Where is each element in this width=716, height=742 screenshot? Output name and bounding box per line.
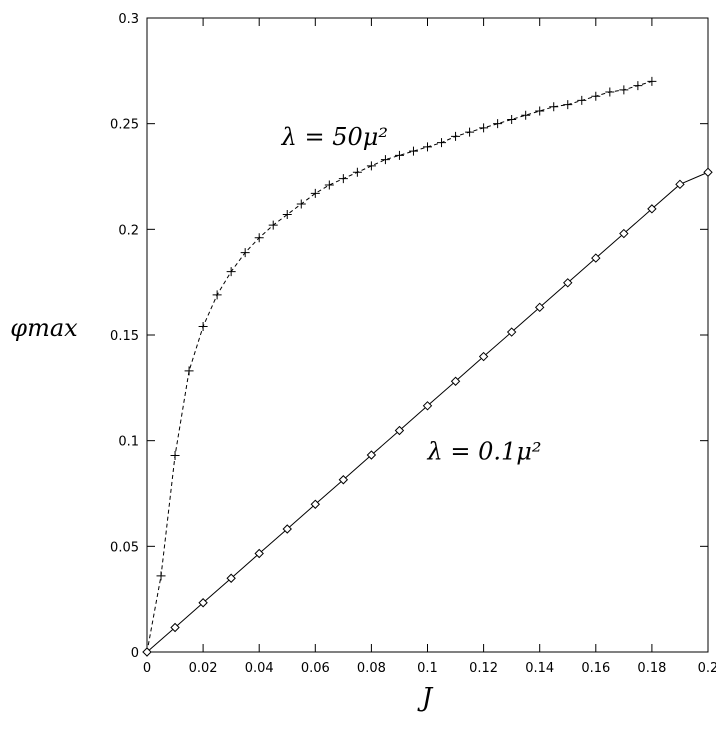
y-tick-label: 0.05 xyxy=(110,540,139,555)
series-point-plus xyxy=(437,138,447,148)
series-point-diamond xyxy=(338,475,349,485)
x-tick-label: 0.08 xyxy=(357,661,386,676)
series-point-diamond xyxy=(563,278,573,288)
series-line-0 xyxy=(146,80,653,653)
x-tick-label: 0 xyxy=(143,661,151,676)
x-tick-label: 0.02 xyxy=(189,661,218,676)
series-point-plus xyxy=(282,210,292,220)
series-point-diamond xyxy=(591,253,601,263)
series-point-plus xyxy=(535,106,545,116)
series-point-diamond xyxy=(506,327,517,337)
plot-frame xyxy=(146,17,709,653)
series-point-plus xyxy=(324,180,334,190)
y-tick-label: 0.15 xyxy=(110,329,139,344)
y-tick-label: 0 xyxy=(131,646,139,661)
series-point-diamond xyxy=(170,622,180,633)
x-tick-label: 0.16 xyxy=(581,661,610,676)
series-point-plus xyxy=(212,290,222,300)
series-point-diamond xyxy=(450,376,461,386)
series-point-plus xyxy=(366,161,376,171)
series-point-plus xyxy=(198,322,208,332)
series-point-plus xyxy=(493,119,503,129)
y-tick-label: 0.1 xyxy=(118,435,139,450)
annotation-lambda-0-1: λ = 0.1μ² xyxy=(427,438,542,466)
series-point-plus xyxy=(521,110,531,120)
series-point-plus xyxy=(226,267,236,277)
y-tick-label: 0.3 xyxy=(118,12,139,27)
series-point-plus xyxy=(170,450,180,460)
annotation-lambda-50: λ = 50μ² xyxy=(281,123,388,151)
series-point-diamond xyxy=(422,401,433,411)
series-point-plus xyxy=(268,220,278,230)
series-point-plus xyxy=(338,174,348,184)
series-point-plus xyxy=(465,127,475,137)
series-point-diamond xyxy=(647,204,657,214)
series-point-diamond xyxy=(675,179,685,190)
series-point-plus xyxy=(352,167,362,177)
series-point-plus xyxy=(254,233,264,243)
x-tick-label: 0.14 xyxy=(525,661,554,676)
series-point-plus xyxy=(619,85,629,95)
series-point-diamond xyxy=(478,351,489,362)
y-tick-label: 0.25 xyxy=(110,118,139,133)
series-point-plus xyxy=(633,81,643,91)
series-point-diamond xyxy=(142,647,152,657)
series-point-diamond xyxy=(310,499,321,509)
x-tick-label: 0.2 xyxy=(698,661,716,676)
series-point-plus xyxy=(310,188,320,198)
series-point-diamond xyxy=(282,524,292,534)
series-point-diamond xyxy=(703,167,713,177)
series-point-plus xyxy=(296,199,306,209)
y-axis-label: φmax xyxy=(10,314,78,342)
series-point-diamond xyxy=(534,302,545,313)
series-point-diamond xyxy=(366,450,377,460)
series-point-plus xyxy=(380,155,390,165)
series-point-plus xyxy=(605,87,615,97)
series-point-plus xyxy=(591,91,601,101)
series-point-diamond xyxy=(619,228,629,239)
x-tick-label: 0.12 xyxy=(469,661,498,676)
y-tick-label: 0.2 xyxy=(118,223,139,238)
series-point-plus xyxy=(577,95,587,105)
series-point-plus xyxy=(451,131,461,141)
series-point-diamond xyxy=(254,548,264,559)
x-tick-label: 0.04 xyxy=(245,661,274,676)
series-point-plus xyxy=(408,146,418,156)
series-point-diamond xyxy=(394,425,405,436)
series-point-plus xyxy=(647,76,657,86)
x-tick-label: 0.1 xyxy=(417,661,438,676)
series-point-plus xyxy=(549,102,559,112)
series-point-diamond xyxy=(226,573,236,583)
x-tick-label: 0.06 xyxy=(301,661,330,676)
x-axis-label: J xyxy=(417,683,434,713)
series-point-plus xyxy=(563,100,573,110)
series-point-plus xyxy=(479,123,489,133)
series-point-plus xyxy=(156,571,166,581)
series-point-plus xyxy=(423,142,432,152)
series-point-plus xyxy=(184,366,194,376)
series-point-plus xyxy=(507,114,517,124)
x-tick-label: 0.18 xyxy=(637,661,666,676)
series-point-plus xyxy=(240,248,250,258)
series-point-plus xyxy=(394,150,404,160)
series-point-diamond xyxy=(198,598,208,608)
